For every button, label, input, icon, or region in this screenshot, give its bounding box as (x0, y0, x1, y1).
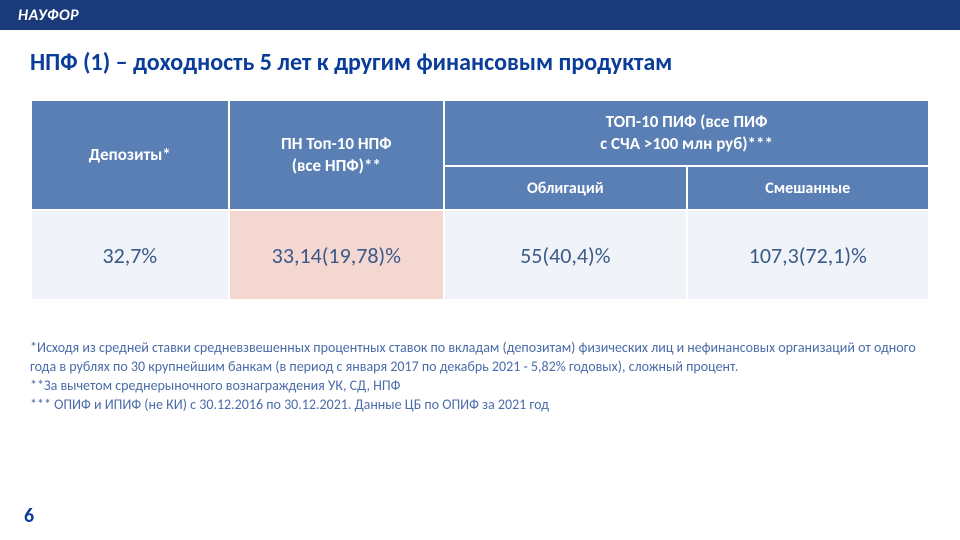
footnote-2: **За вычетом среднерыночного вознагражде… (30, 377, 930, 396)
footnotes: *Исходя из средней ставки средневзвешенн… (30, 339, 930, 415)
cell-npf-value: 33,14(19,78)% (229, 210, 445, 300)
th-bonds: Облигаций (444, 166, 686, 210)
logo: НАУФОР (18, 6, 79, 25)
cell-bonds-value: 55(40,4)% (444, 210, 686, 300)
footnote-1: *Исходя из средней ставки средневзвешенн… (30, 339, 930, 377)
footnote-3: *** ОПИФ и ИПИФ (не КИ) с 30.12.2016 по … (30, 396, 930, 415)
page-number: 6 (24, 504, 34, 528)
th-npf: ПН Топ-10 НПФ(все НПФ)** (229, 100, 445, 210)
slide-content: НПФ (1) – доходность 5 лет к другим фина… (0, 30, 960, 415)
th-deposits: Депозиты* (31, 100, 229, 210)
page-title: НПФ (1) – доходность 5 лет к другим фина… (30, 48, 930, 77)
header-bar: НАУФОР (0, 0, 960, 30)
th-pif-main: ТОП-10 ПИФ (все ПИФс СЧА >100 млн руб)**… (444, 100, 929, 166)
table-row: 32,7% 33,14(19,78)% 55(40,4)% 107,3(72,1… (31, 210, 929, 300)
comparison-table: Депозиты* ПН Топ-10 НПФ(все НПФ)** ТОП-1… (30, 99, 930, 301)
th-mixed: Смешанные (687, 166, 929, 210)
cell-deposits-value: 32,7% (31, 210, 229, 300)
cell-mixed-value: 107,3(72,1)% (687, 210, 929, 300)
